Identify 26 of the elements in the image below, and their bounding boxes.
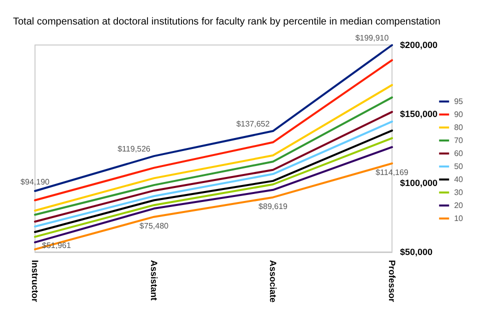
x-tick-label: Professor: [387, 260, 397, 303]
legend-label: 90: [454, 110, 464, 119]
legend-label: 95: [454, 97, 464, 106]
data-label: $114,169: [376, 168, 409, 177]
y-tick-label: $50,000: [400, 247, 433, 257]
legend-label: 10: [454, 214, 464, 223]
legend-label: 50: [454, 162, 464, 171]
data-label: $119,526: [118, 144, 151, 154]
x-tick-label: Instructor: [30, 260, 40, 302]
y-tick-label: $150,000: [400, 109, 438, 119]
data-label: $199,910: [355, 34, 390, 43]
x-tick-label: Associate: [268, 260, 278, 303]
data-label: $137,652: [236, 120, 270, 129]
legend-label: 60: [454, 149, 464, 158]
legend-label: 40: [454, 175, 464, 184]
data-label: $94,190: [20, 178, 50, 187]
data-label: $75,480: [140, 221, 170, 230]
legend-label: 70: [454, 136, 464, 145]
data-label: $89,619: [258, 202, 288, 211]
legend-label: 80: [454, 123, 464, 132]
y-tick-label: $100,000: [400, 178, 438, 188]
legend-label: 30: [454, 188, 464, 197]
y-tick-label: $200,000: [400, 40, 438, 50]
x-tick-label: Assistant: [149, 260, 159, 301]
legend-label: 20: [454, 201, 464, 210]
chart-title: Total compensation at doctoral institutions for faculty rank by percentile in median compenstation: [13, 16, 440, 28]
